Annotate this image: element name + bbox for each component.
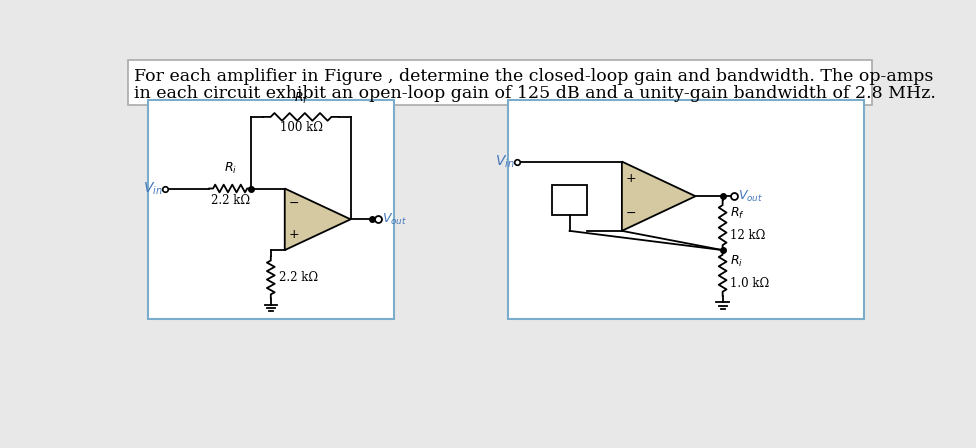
Text: $R_f$: $R_f$ bbox=[730, 206, 746, 221]
Text: 12 kΩ: 12 kΩ bbox=[730, 229, 766, 242]
Text: 2.2 kΩ: 2.2 kΩ bbox=[278, 271, 317, 284]
Text: 2.2 kΩ: 2.2 kΩ bbox=[211, 194, 250, 207]
Text: +: + bbox=[289, 228, 300, 241]
Text: 100 kΩ: 100 kΩ bbox=[279, 121, 322, 134]
Polygon shape bbox=[285, 189, 350, 250]
Text: −: − bbox=[289, 198, 300, 211]
Text: −: − bbox=[626, 207, 636, 220]
Text: $R_i$: $R_i$ bbox=[224, 161, 236, 176]
Text: +: + bbox=[626, 172, 636, 185]
Text: $V_{out}$: $V_{out}$ bbox=[382, 212, 407, 227]
Text: $R_f$: $R_f$ bbox=[294, 91, 308, 106]
Text: 1.0 kΩ: 1.0 kΩ bbox=[730, 277, 770, 290]
Text: $V_{in}$: $V_{in}$ bbox=[495, 153, 515, 170]
Bar bbox=[128, 60, 873, 104]
Bar bbox=[552, 185, 587, 215]
Text: $V_{out}$: $V_{out}$ bbox=[738, 189, 763, 204]
Polygon shape bbox=[622, 162, 696, 231]
Bar bbox=[508, 100, 865, 319]
Bar bbox=[147, 100, 394, 319]
Text: in each circuit exhibit an open-loop gain of 125 dB and a unity-gain bandwidth o: in each circuit exhibit an open-loop gai… bbox=[135, 85, 936, 102]
Text: $V_{in}$: $V_{in}$ bbox=[142, 180, 162, 197]
Text: $R_i$: $R_i$ bbox=[730, 254, 744, 269]
Text: For each amplifier in Figure , determine the closed-loop gain and bandwidth. The: For each amplifier in Figure , determine… bbox=[135, 68, 934, 85]
